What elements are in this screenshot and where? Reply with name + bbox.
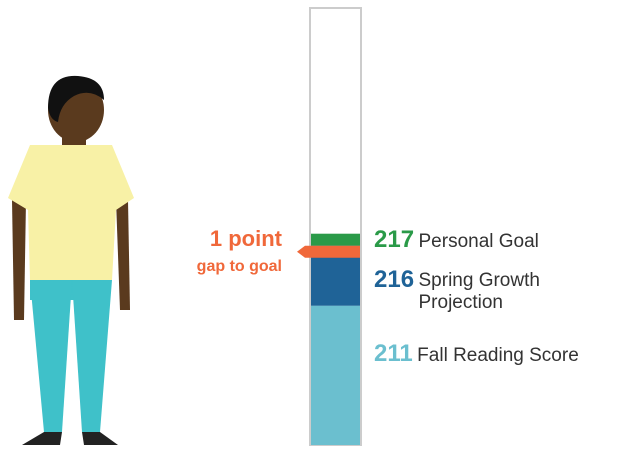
bar-segment [311,233,360,246]
value-label: 217 [374,226,415,253]
gap-title: 1 point [209,226,282,251]
legend-label: Personal Goal [418,231,539,252]
legend-item: 217 Personal Goal [374,226,539,254]
gap-subtitle: gap to goal [196,258,282,275]
bar-segment [311,305,360,445]
value-label: 216 [374,266,415,293]
gap-arrow [297,245,360,258]
legend-item: 216 Spring Growth Projection [374,266,599,314]
legend-label: Fall Reading Score [417,345,579,366]
value-label: 211 [374,340,413,367]
legend-item: 211 Fall Reading Score [374,340,579,368]
legend-label: Spring Growth Projection [418,270,540,313]
person [8,75,134,445]
